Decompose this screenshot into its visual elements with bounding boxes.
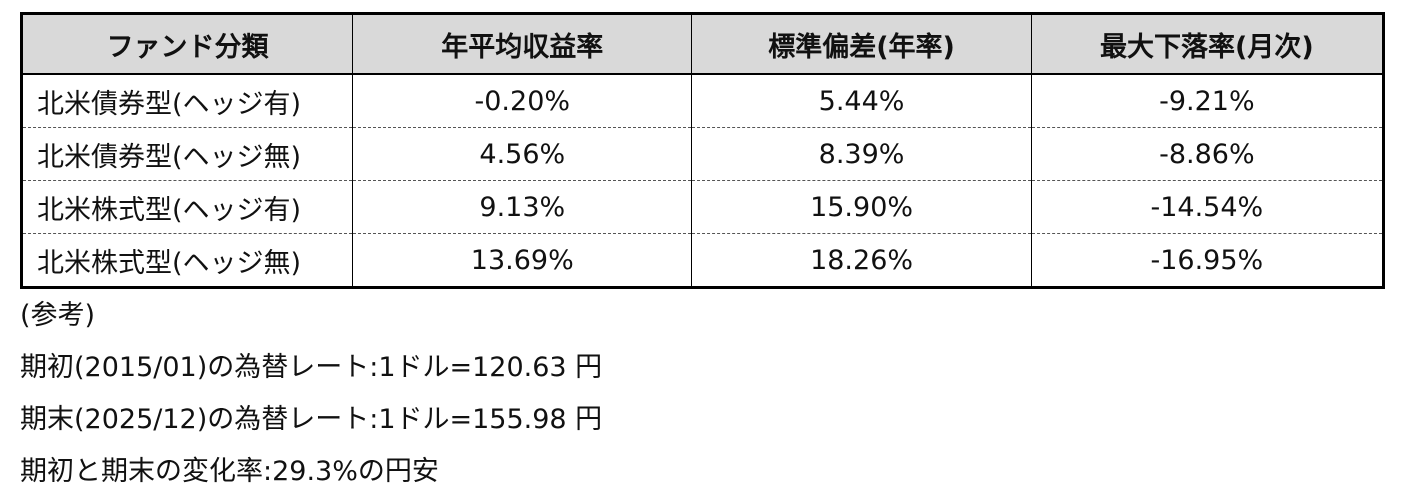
value-cell: -0.20% [352,73,692,128]
notes: (参考) 期初(2015/01)の為替レート:1ドル=120.63 円期末(202… [20,294,602,502]
header-cell: ファンド分類 [20,13,353,75]
note-line: 期初と期末の変化率:29.3%の円安 [20,456,439,487]
fund-name-cell: 北米債券型(ヘッジ無) [20,127,353,181]
fund-table: ファンド分類 年平均収益率 標準偏差(年率) 最大下落率(月次) 北米債券型(ヘ… [20,12,1385,289]
note-line: (参考) [20,300,96,331]
table-row: 北米債券型(ヘッジ無) 4.56% 8.39% -8.86% [20,127,1384,181]
value-cell: -14.54% [1030,180,1384,234]
header-row: ファンド分類 年平均収益率 標準偏差(年率) 最大下落率(月次) [20,13,1384,75]
value-cell: -9.21% [1030,73,1384,128]
value-cell: 8.39% [691,127,1032,181]
value-cell: 9.13% [352,180,692,234]
header-cell: 標準偏差(年率) [691,13,1032,75]
header-cell: 年平均収益率 [352,13,692,75]
value-cell: 13.69% [352,233,692,288]
value-cell: -16.95% [1030,233,1384,288]
note-line: 期初(2015/01)の為替レート:1ドル=120.63 円 [20,352,603,383]
table-row: 北米株式型(ヘッジ無) 13.69% 18.26% -16.95% [20,233,1384,288]
fund-name-cell: 北米株式型(ヘッジ有) [20,180,353,234]
value-cell: -8.86% [1030,127,1384,181]
value-cell: 4.56% [352,127,692,181]
value-cell: 15.90% [691,180,1032,234]
table-row: 北米債券型(ヘッジ有) -0.20% 5.44% -9.21% [20,73,1384,128]
note-line: 期末(2025/12)の為替レート:1ドル=155.98 円 [20,404,603,435]
fund-name-cell: 北米株式型(ヘッジ無) [20,233,353,288]
table-row: 北米株式型(ヘッジ有) 9.13% 15.90% -14.54% [20,180,1384,234]
fund-name-cell: 北米債券型(ヘッジ有) [20,73,353,128]
value-cell: 18.26% [691,233,1032,288]
table-body: 北米債券型(ヘッジ有) -0.20% 5.44% -9.21% 北米債券型(ヘッジ無) 4… [20,73,1384,288]
header-cell: 最大下落率(月次) [1030,13,1384,75]
value-cell: 5.44% [691,73,1032,128]
